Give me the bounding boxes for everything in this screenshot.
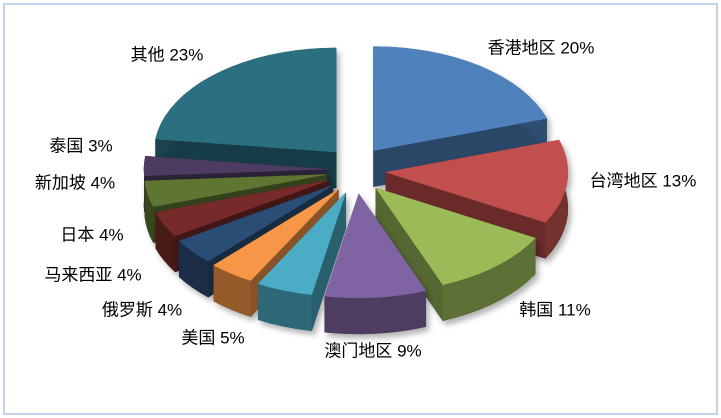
slice-label-hongkong: 香港地区 20%	[487, 38, 595, 58]
slice-label-taiwan: 台湾地区 13%	[589, 171, 697, 191]
slice-label-japan: 日本 4%	[60, 225, 124, 245]
pie-slice-usa	[257, 191, 347, 331]
slice-label-usa: 美国 5%	[181, 328, 245, 348]
slice-label-thailand: 泰国 3%	[49, 136, 113, 156]
pie-slice-korea	[375, 187, 536, 322]
slice-label-russia: 俄罗斯 4%	[101, 300, 183, 320]
slice-label-korea: 韩国 11%	[519, 300, 591, 320]
slice-label-malaysia: 马来西亚 4%	[44, 265, 142, 285]
pie-slice-macau	[324, 193, 427, 335]
slice-label-singapore: 新加坡 4%	[34, 173, 116, 193]
slice-label-macau: 澳门地区 9%	[324, 341, 422, 361]
slice-label-others: 其他 23%	[130, 45, 204, 65]
